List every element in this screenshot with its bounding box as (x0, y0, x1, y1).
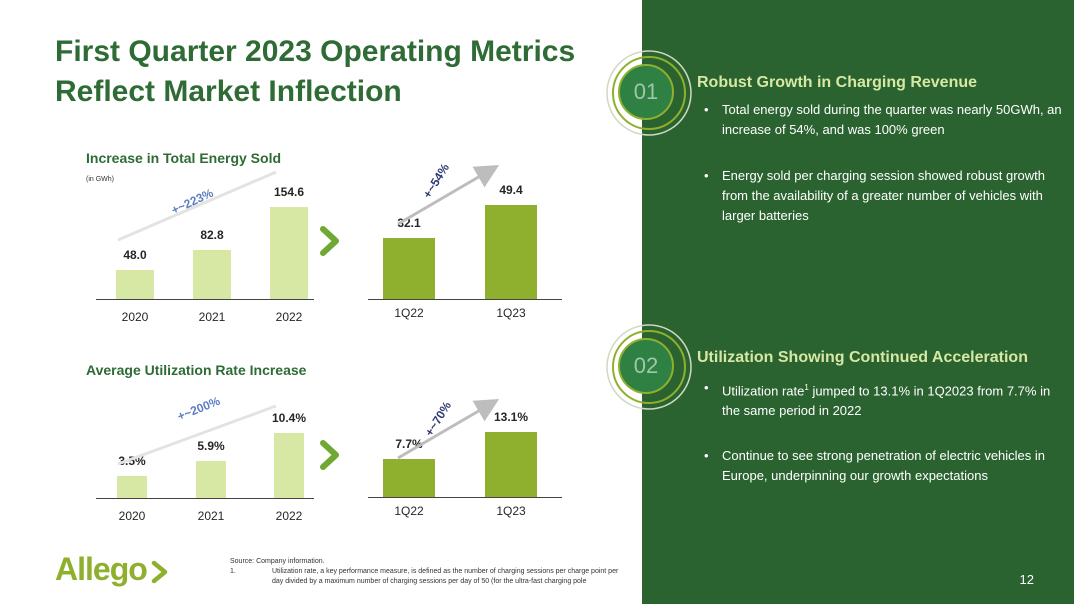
allego-logo: Allego (55, 551, 148, 587)
badge-ring-01 (606, 50, 692, 136)
chevron-right-icon (320, 226, 339, 256)
tick-label: 2022 (275, 310, 303, 324)
bullet-dot: • (704, 102, 709, 117)
data-label: 13.1% (493, 410, 529, 424)
tick-label: 2020 (118, 509, 146, 523)
data-label: 82.8 (200, 228, 224, 242)
data-label: 10.4% (271, 411, 307, 425)
bullet-dot: • (704, 168, 709, 183)
tick-label: 2021 (198, 310, 226, 324)
chart-title-energy: Increase in Total Energy Sold (86, 150, 282, 166)
tick-label: 1Q23 (496, 306, 526, 320)
bullet-dot: • (704, 448, 709, 463)
growth-arrow-energy-annual (117, 170, 277, 242)
source-line: Source: Company information. (230, 558, 325, 565)
highlights-panel (642, 0, 1074, 604)
chevron-right-icon (320, 440, 339, 470)
tick-label: 2020 (121, 310, 149, 324)
chart-title-utilization: Average Utilization Rate Increase (86, 362, 307, 378)
bullet-dot: • (704, 380, 709, 395)
tick-label: 1Q23 (496, 504, 526, 518)
growth-arrow-energy-quarterly (397, 164, 500, 226)
chart-baseline (368, 299, 562, 300)
page-number: 12 (1019, 572, 1034, 587)
tick-label: 2022 (275, 509, 303, 523)
bar-1q23 (485, 205, 537, 299)
chart-baseline (96, 299, 314, 300)
bullet-01-1: • Total energy sold during the quarter w… (704, 102, 1062, 137)
chart-baseline (96, 498, 314, 499)
chart-baseline (368, 497, 562, 498)
unit-note-energy: (in GWh) (86, 176, 114, 183)
source-note: Source: Company information. 1. Utilizat… (230, 557, 620, 587)
bar-1q22 (383, 238, 435, 299)
bar-2022 (274, 433, 304, 498)
growth-arrow-utilization-quarterly (397, 398, 500, 460)
bar-2021 (196, 461, 226, 498)
bullet-01-2: • Energy sold per charging session showe… (704, 168, 1046, 223)
bar-1q23 (485, 432, 537, 497)
tick-label: 1Q22 (394, 306, 424, 320)
footnote-marker: 1 (804, 383, 809, 392)
section-heading-02: Utilization Showing Continued Accelerati… (697, 349, 1028, 366)
tick-label: 1Q22 (394, 504, 424, 518)
allego-logo-chevron-icon (151, 560, 168, 584)
bar-2021 (193, 250, 231, 299)
slide-title: First Quarter 2023 Operating Metrics Ref… (55, 35, 576, 108)
section-number-01: 01 (618, 64, 674, 120)
section-heading-01: Robust Growth in Charging Revenue (697, 74, 978, 91)
badge-ring-02 (606, 324, 692, 410)
bullet-02-1: • Utilization rate1 jumped to 13.1% in 1… (704, 380, 1051, 419)
growth-arrow-utilization-annual (117, 404, 277, 466)
bar-2020 (116, 270, 154, 299)
data-label: 49.4 (499, 183, 523, 197)
bar-2020 (117, 476, 147, 498)
data-label: 154.6 (273, 185, 305, 199)
bar-2022 (270, 207, 308, 299)
tick-label: 2021 (197, 509, 225, 523)
section-number-02: 02 (618, 338, 674, 394)
growth-arrows (117, 164, 500, 466)
footnote: 1. Utilization rate, a key performance m… (230, 568, 619, 585)
data-label: 48.0 (123, 248, 147, 262)
bullet-02-2: • Continue to see strong penetration of … (704, 448, 1046, 483)
bar-1q22 (383, 459, 435, 497)
data-label: 5.9% (197, 439, 225, 453)
